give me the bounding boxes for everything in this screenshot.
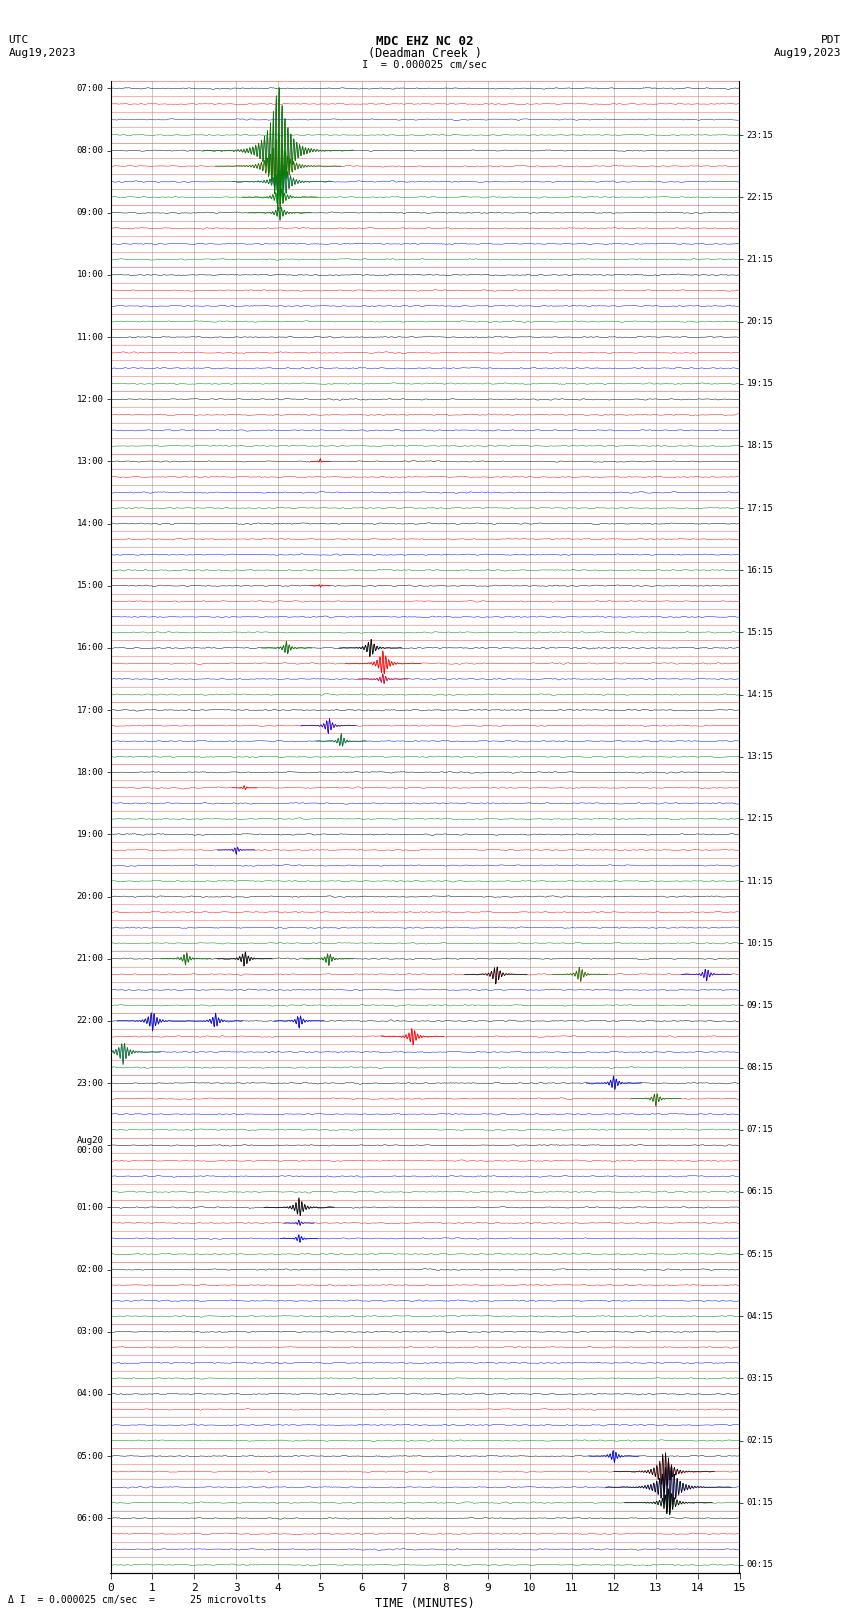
Text: I  = 0.000025 cm/sec: I = 0.000025 cm/sec: [362, 60, 488, 69]
Text: MDC EHZ NC 02: MDC EHZ NC 02: [377, 35, 473, 48]
X-axis label: TIME (MINUTES): TIME (MINUTES): [375, 1597, 475, 1610]
Text: PDT: PDT: [821, 35, 842, 45]
Text: Δ I  = 0.000025 cm/sec  =      25 microvolts: Δ I = 0.000025 cm/sec = 25 microvolts: [8, 1595, 267, 1605]
Text: Aug19,2023: Aug19,2023: [8, 48, 76, 58]
Text: Aug19,2023: Aug19,2023: [774, 48, 842, 58]
Text: (Deadman Creek ): (Deadman Creek ): [368, 47, 482, 60]
Text: UTC: UTC: [8, 35, 29, 45]
